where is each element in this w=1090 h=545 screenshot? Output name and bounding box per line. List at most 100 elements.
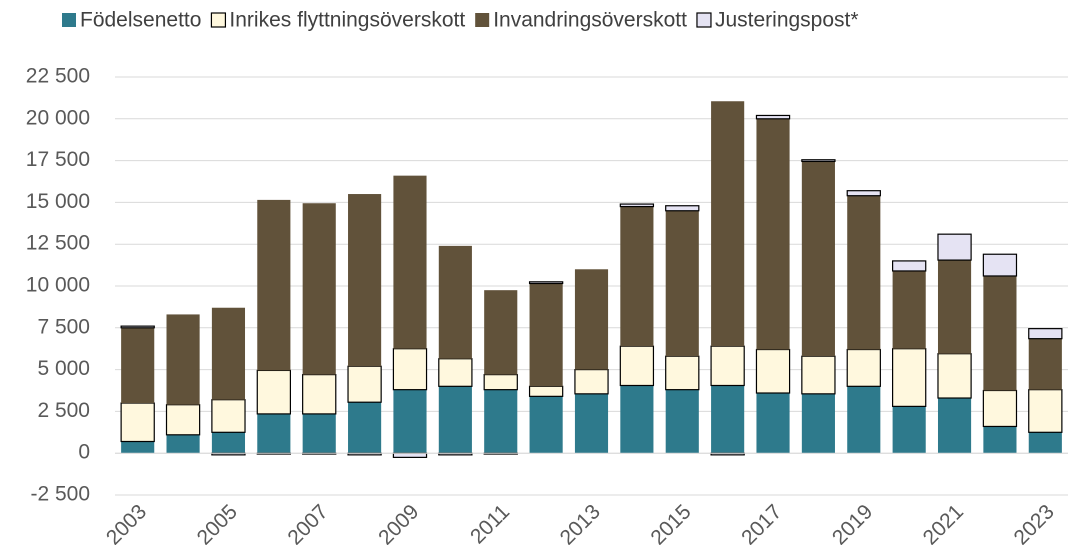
legend-label: Justeringspost* xyxy=(715,9,859,32)
bar-segment xyxy=(120,402,155,443)
y-tick-label: 2 500 xyxy=(37,399,90,422)
bar-segment xyxy=(846,190,881,197)
y-tick-label: 5 000 xyxy=(37,357,90,380)
bar-segment xyxy=(665,210,699,357)
bar-segment xyxy=(529,396,563,454)
bar-segment xyxy=(211,399,246,433)
x-tick-label: 2023 xyxy=(1009,500,1058,545)
bar-segment xyxy=(211,432,246,454)
x-tick-label: 2003 xyxy=(102,500,151,545)
bar-segment xyxy=(211,307,246,400)
bar-segment xyxy=(574,369,609,395)
bar-segment xyxy=(1028,328,1063,340)
bar-segment xyxy=(438,358,473,387)
bar-segment xyxy=(801,393,835,454)
bar-segment xyxy=(393,389,427,454)
bar-segment xyxy=(528,385,564,397)
bar-segment xyxy=(801,161,835,357)
bar-segment xyxy=(937,353,972,399)
bar-segment xyxy=(620,385,654,454)
y-tick-label: -2 500 xyxy=(30,483,90,506)
bar-segment xyxy=(937,398,972,454)
y-tick-label: 17 500 xyxy=(26,148,90,171)
bar-segment xyxy=(937,260,972,354)
bar-segment xyxy=(256,369,291,415)
x-tick-label: 2017 xyxy=(737,500,786,545)
y-tick-label: 7 500 xyxy=(37,315,90,338)
bar-segment xyxy=(665,355,700,391)
bar-segment xyxy=(937,233,972,261)
bar-segment xyxy=(982,253,1018,277)
bar-segment xyxy=(847,195,881,350)
bar-segment xyxy=(983,426,1017,454)
bar-segment xyxy=(438,386,472,454)
bar-segment xyxy=(483,374,518,391)
bar-segment xyxy=(120,325,155,329)
bar-segment xyxy=(620,206,654,347)
bar-segment xyxy=(574,269,609,370)
bar-segment xyxy=(755,348,791,394)
x-tick-label: 2007 xyxy=(283,500,332,545)
x-tick-label: 2005 xyxy=(193,500,242,545)
x-tick-label: 2021 xyxy=(919,500,968,545)
bar-segment xyxy=(619,345,655,387)
bar-segment xyxy=(665,205,700,212)
bar-segment xyxy=(892,406,926,454)
y-tick-label: 12 500 xyxy=(26,232,90,255)
bar-segment xyxy=(393,175,427,349)
bar-segment xyxy=(348,402,382,454)
bar-segment xyxy=(982,389,1018,428)
bar-segment xyxy=(846,348,881,387)
bar-segment xyxy=(257,199,291,371)
y-tick-label: 20 000 xyxy=(26,106,90,129)
bar-segment xyxy=(892,270,926,349)
bar-segment xyxy=(801,355,836,395)
bar-segment xyxy=(847,386,881,454)
bar-segment xyxy=(121,441,155,454)
x-tick-label: 2019 xyxy=(828,500,877,545)
bar-segment xyxy=(711,385,745,454)
bar-segment xyxy=(755,114,791,120)
bar-segment xyxy=(710,345,745,387)
bar-segment xyxy=(619,203,655,208)
bar-segment xyxy=(302,374,337,415)
bar-segment xyxy=(257,413,291,454)
bar-segment xyxy=(756,118,790,350)
x-tick-label: 2009 xyxy=(374,500,423,545)
y-tick-label: 22 500 xyxy=(26,65,90,88)
bar-segment xyxy=(1028,389,1063,433)
bar-segment xyxy=(574,393,609,454)
bar-segment xyxy=(529,283,563,387)
bar-segment xyxy=(121,327,155,404)
bar-segment xyxy=(166,434,200,454)
bar-segment xyxy=(983,275,1017,391)
legend-label: Inrikes flyttningsöverskott xyxy=(229,9,465,32)
bar-segment xyxy=(484,290,518,375)
bar-segment xyxy=(801,159,836,163)
legend: Födelsenetto Inrikes flyttningsöverskott I… xyxy=(62,9,859,32)
legend-label: Invandringsöverskott xyxy=(493,9,687,32)
bar-segment xyxy=(665,389,699,454)
bar-segment xyxy=(892,260,927,272)
legend-label: Födelsenetto xyxy=(80,9,201,32)
bar-segment xyxy=(165,404,201,436)
legend-swatch xyxy=(475,13,490,27)
bar-segment xyxy=(1028,432,1062,454)
bar-segment xyxy=(711,101,745,347)
bar-segment xyxy=(484,389,518,454)
y-tick-label: 0 xyxy=(78,441,90,464)
legend-swatch xyxy=(62,13,76,27)
bar-segment xyxy=(392,348,428,391)
y-tick-label: 10 000 xyxy=(26,274,90,297)
legend-swatch xyxy=(696,12,712,28)
bar-segment xyxy=(392,452,428,458)
x-tick-label: 2013 xyxy=(556,500,605,545)
bar-segment xyxy=(756,393,790,454)
bar-segment xyxy=(347,365,382,403)
bar-segment xyxy=(1028,338,1062,390)
bar-segment xyxy=(438,245,472,359)
x-tick-label: 2011 xyxy=(466,500,514,545)
legend-swatch xyxy=(210,12,227,28)
bar-segment xyxy=(528,281,564,285)
